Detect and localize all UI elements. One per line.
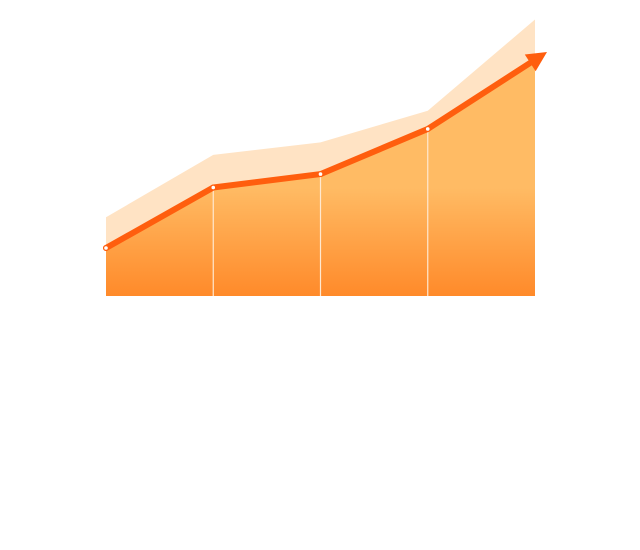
divider-layer [212,128,429,296]
marker-layer [102,125,431,252]
data-point-1 [102,245,109,252]
data-point-2 [210,184,217,191]
data-point-4 [424,125,431,132]
trend-arrowhead [524,52,547,72]
data-point-3 [317,171,324,178]
